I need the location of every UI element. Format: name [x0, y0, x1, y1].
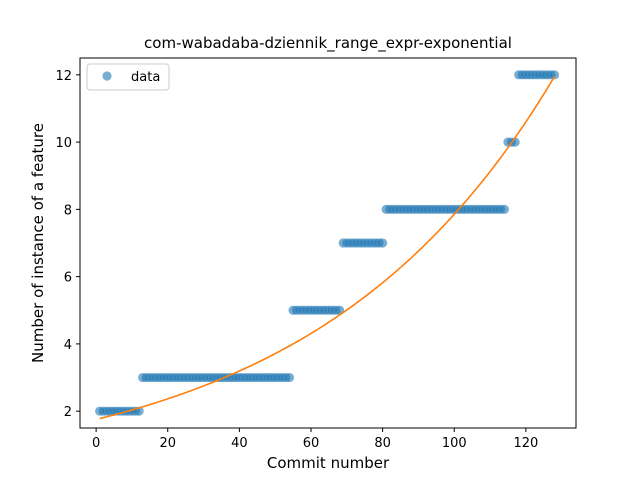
data-point [285, 373, 294, 382]
y-axis-label: Number of instance of a feature [29, 123, 47, 363]
y-tick-label: 4 [64, 338, 72, 353]
data-point [378, 238, 387, 247]
legend-label-data: data [131, 70, 160, 85]
chart-title: com-wabadaba-dziennik_range_expr-exponen… [144, 34, 512, 53]
data-point [500, 205, 509, 214]
y-tick-label: 2 [64, 405, 72, 420]
legend: data [87, 64, 169, 90]
x-tick-label: 60 [303, 436, 320, 451]
x-tick-label: 0 [92, 436, 100, 451]
y-tick-label: 6 [64, 271, 72, 286]
legend-marker-data [102, 71, 111, 80]
y-tick-label: 12 [55, 69, 72, 84]
y-tick-label: 10 [55, 136, 72, 151]
x-tick-label: 40 [231, 436, 248, 451]
x-tick-label: 20 [159, 436, 176, 451]
x-tick-label: 100 [442, 436, 467, 451]
y-tick-label: 8 [64, 203, 72, 218]
x-axis-label: Commit number [267, 454, 390, 472]
x-tick-label: 80 [374, 436, 391, 451]
x-tick-label: 120 [513, 436, 538, 451]
